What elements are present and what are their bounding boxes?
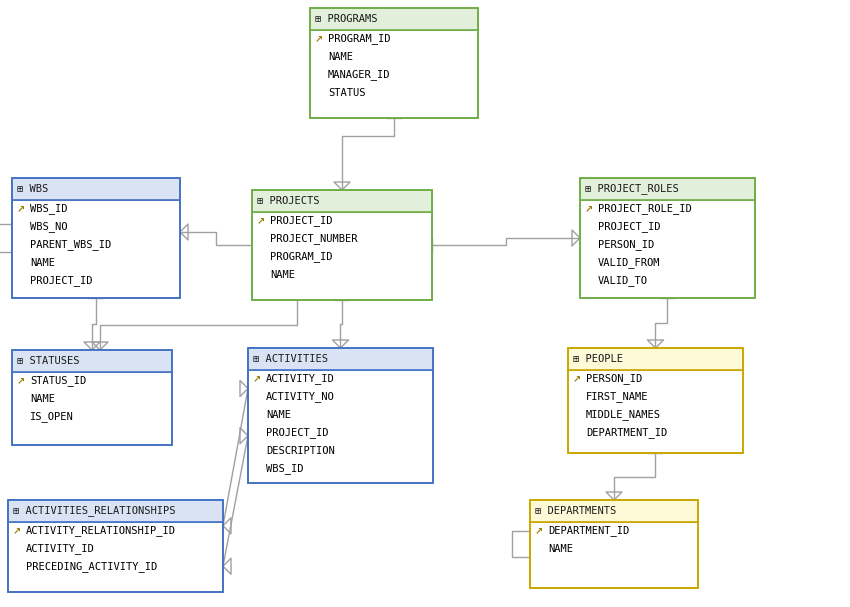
Bar bbox=[568, 348, 743, 370]
Text: PERSON_ID: PERSON_ID bbox=[598, 240, 654, 251]
Text: VALID_FROM: VALID_FROM bbox=[598, 257, 660, 268]
Text: ⊞ DEPARTMENTS: ⊞ DEPARTMENTS bbox=[535, 506, 616, 516]
Text: STATUS_ID: STATUS_ID bbox=[30, 376, 86, 387]
Text: PROJECT_ID: PROJECT_ID bbox=[30, 276, 93, 287]
Bar bbox=[310, 30, 478, 118]
Text: NAME: NAME bbox=[266, 410, 291, 420]
Bar bbox=[248, 370, 433, 483]
Text: DESCRIPTION: DESCRIPTION bbox=[266, 446, 335, 456]
Bar bbox=[580, 200, 755, 298]
Bar bbox=[310, 8, 478, 118]
Text: WBS_ID: WBS_ID bbox=[30, 203, 67, 214]
Bar bbox=[12, 372, 172, 445]
Bar bbox=[568, 370, 743, 453]
Text: NAME: NAME bbox=[328, 52, 353, 62]
Bar bbox=[8, 500, 223, 592]
Text: ↗: ↗ bbox=[315, 34, 323, 44]
Text: ↗: ↗ bbox=[253, 374, 261, 384]
Text: ↗: ↗ bbox=[17, 204, 26, 214]
Text: ACTIVITY_ID: ACTIVITY_ID bbox=[266, 373, 335, 384]
Text: ⊞ STATUSES: ⊞ STATUSES bbox=[17, 356, 80, 366]
Text: PROGRAM_ID: PROGRAM_ID bbox=[270, 251, 332, 262]
Text: PROGRAM_ID: PROGRAM_ID bbox=[328, 33, 390, 44]
Text: ↗: ↗ bbox=[535, 526, 543, 536]
Text: NAME: NAME bbox=[30, 394, 55, 404]
Text: PROJECT_ID: PROJECT_ID bbox=[270, 215, 332, 226]
Bar bbox=[310, 8, 478, 30]
Text: PARENT_WBS_ID: PARENT_WBS_ID bbox=[30, 240, 111, 251]
Text: ⊞ PROJECTS: ⊞ PROJECTS bbox=[257, 196, 320, 206]
Text: ⊞ PROJECT_ROLES: ⊞ PROJECT_ROLES bbox=[585, 183, 679, 194]
Text: PERSON_ID: PERSON_ID bbox=[586, 373, 643, 384]
Bar bbox=[8, 500, 223, 522]
Bar bbox=[12, 350, 172, 372]
Bar bbox=[530, 500, 698, 588]
Text: ⊞ ACTIVITIES: ⊞ ACTIVITIES bbox=[253, 354, 328, 364]
Bar bbox=[8, 522, 223, 592]
Bar bbox=[252, 212, 432, 300]
Text: PROJECT_ROLE_ID: PROJECT_ROLE_ID bbox=[598, 203, 692, 214]
Text: PRECEDING_ACTIVITY_ID: PRECEDING_ACTIVITY_ID bbox=[26, 561, 157, 572]
Text: NAME: NAME bbox=[270, 270, 295, 280]
Text: MIDDLE_NAMES: MIDDLE_NAMES bbox=[586, 410, 661, 421]
Bar bbox=[12, 178, 180, 298]
Text: NAME: NAME bbox=[548, 544, 573, 554]
Text: IS_OPEN: IS_OPEN bbox=[30, 412, 74, 422]
Bar bbox=[12, 200, 180, 298]
Text: PROJECT_ID: PROJECT_ID bbox=[598, 222, 660, 232]
Bar bbox=[580, 178, 755, 298]
Text: ⊞ PEOPLE: ⊞ PEOPLE bbox=[573, 354, 623, 364]
Text: MANAGER_ID: MANAGER_ID bbox=[328, 70, 390, 81]
Bar bbox=[580, 178, 755, 200]
Bar bbox=[12, 178, 180, 200]
Text: ACTIVITY_RELATIONSHIP_ID: ACTIVITY_RELATIONSHIP_ID bbox=[26, 526, 176, 537]
Text: FIRST_NAME: FIRST_NAME bbox=[586, 392, 649, 402]
Text: VALID_TO: VALID_TO bbox=[598, 276, 648, 287]
Text: ⊞ WBS: ⊞ WBS bbox=[17, 184, 48, 194]
Text: ACTIVITY_NO: ACTIVITY_NO bbox=[266, 392, 335, 402]
Text: WBS_ID: WBS_ID bbox=[266, 464, 303, 475]
Bar bbox=[252, 190, 432, 212]
Text: ↗: ↗ bbox=[585, 204, 593, 214]
Text: ↗: ↗ bbox=[13, 526, 21, 536]
Bar bbox=[530, 500, 698, 522]
Text: ↗: ↗ bbox=[17, 376, 26, 386]
Text: ↗: ↗ bbox=[257, 216, 265, 226]
Text: STATUS: STATUS bbox=[328, 88, 366, 98]
Text: PROJECT_NUMBER: PROJECT_NUMBER bbox=[270, 234, 358, 245]
Bar bbox=[12, 350, 172, 445]
Bar bbox=[248, 348, 433, 483]
Text: DEPARTMENT_ID: DEPARTMENT_ID bbox=[586, 427, 667, 438]
Text: ACTIVITY_ID: ACTIVITY_ID bbox=[26, 543, 94, 554]
Text: PROJECT_ID: PROJECT_ID bbox=[266, 427, 328, 438]
Text: DEPARTMENT_ID: DEPARTMENT_ID bbox=[548, 526, 629, 537]
Bar bbox=[568, 348, 743, 453]
Text: WBS_NO: WBS_NO bbox=[30, 222, 67, 232]
Text: ⊞ ACTIVITIES_RELATIONSHIPS: ⊞ ACTIVITIES_RELATIONSHIPS bbox=[13, 506, 175, 517]
Bar bbox=[530, 522, 698, 588]
Text: ↗: ↗ bbox=[573, 374, 581, 384]
Bar bbox=[252, 190, 432, 300]
Bar bbox=[248, 348, 433, 370]
Text: ⊞ PROGRAMS: ⊞ PROGRAMS bbox=[315, 14, 377, 24]
Text: NAME: NAME bbox=[30, 258, 55, 268]
